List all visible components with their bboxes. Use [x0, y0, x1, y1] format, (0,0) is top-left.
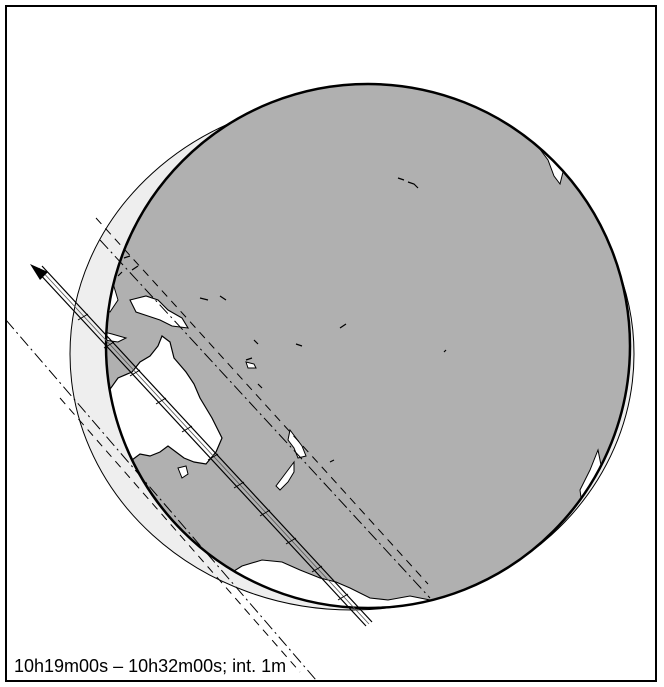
landmass-java	[106, 329, 128, 343]
island-fiji	[245, 361, 257, 369]
occultation-path-center	[38, 267, 370, 625]
dashed-limit-north	[95, 217, 429, 585]
time-range-caption: 10h19m00s – 10h32m00s; int. 1m	[14, 656, 287, 676]
pacific-islands	[199, 177, 447, 463]
landmass-new-guinea	[129, 295, 190, 329]
occultation-path-edge-2	[41, 265, 373, 623]
direction-arrow-icon	[30, 264, 48, 280]
dashed-limit-south	[59, 397, 301, 673]
landmass-antarctica	[225, 559, 431, 608]
outer-dashdot-limit	[6, 319, 317, 681]
landmass-new-zealand-south	[275, 460, 295, 491]
occultation-path-edge-1	[35, 269, 367, 627]
landmass-tasmania	[177, 465, 189, 479]
inner-dashdot-limit	[99, 239, 431, 599]
minute-ticks	[77, 313, 349, 601]
